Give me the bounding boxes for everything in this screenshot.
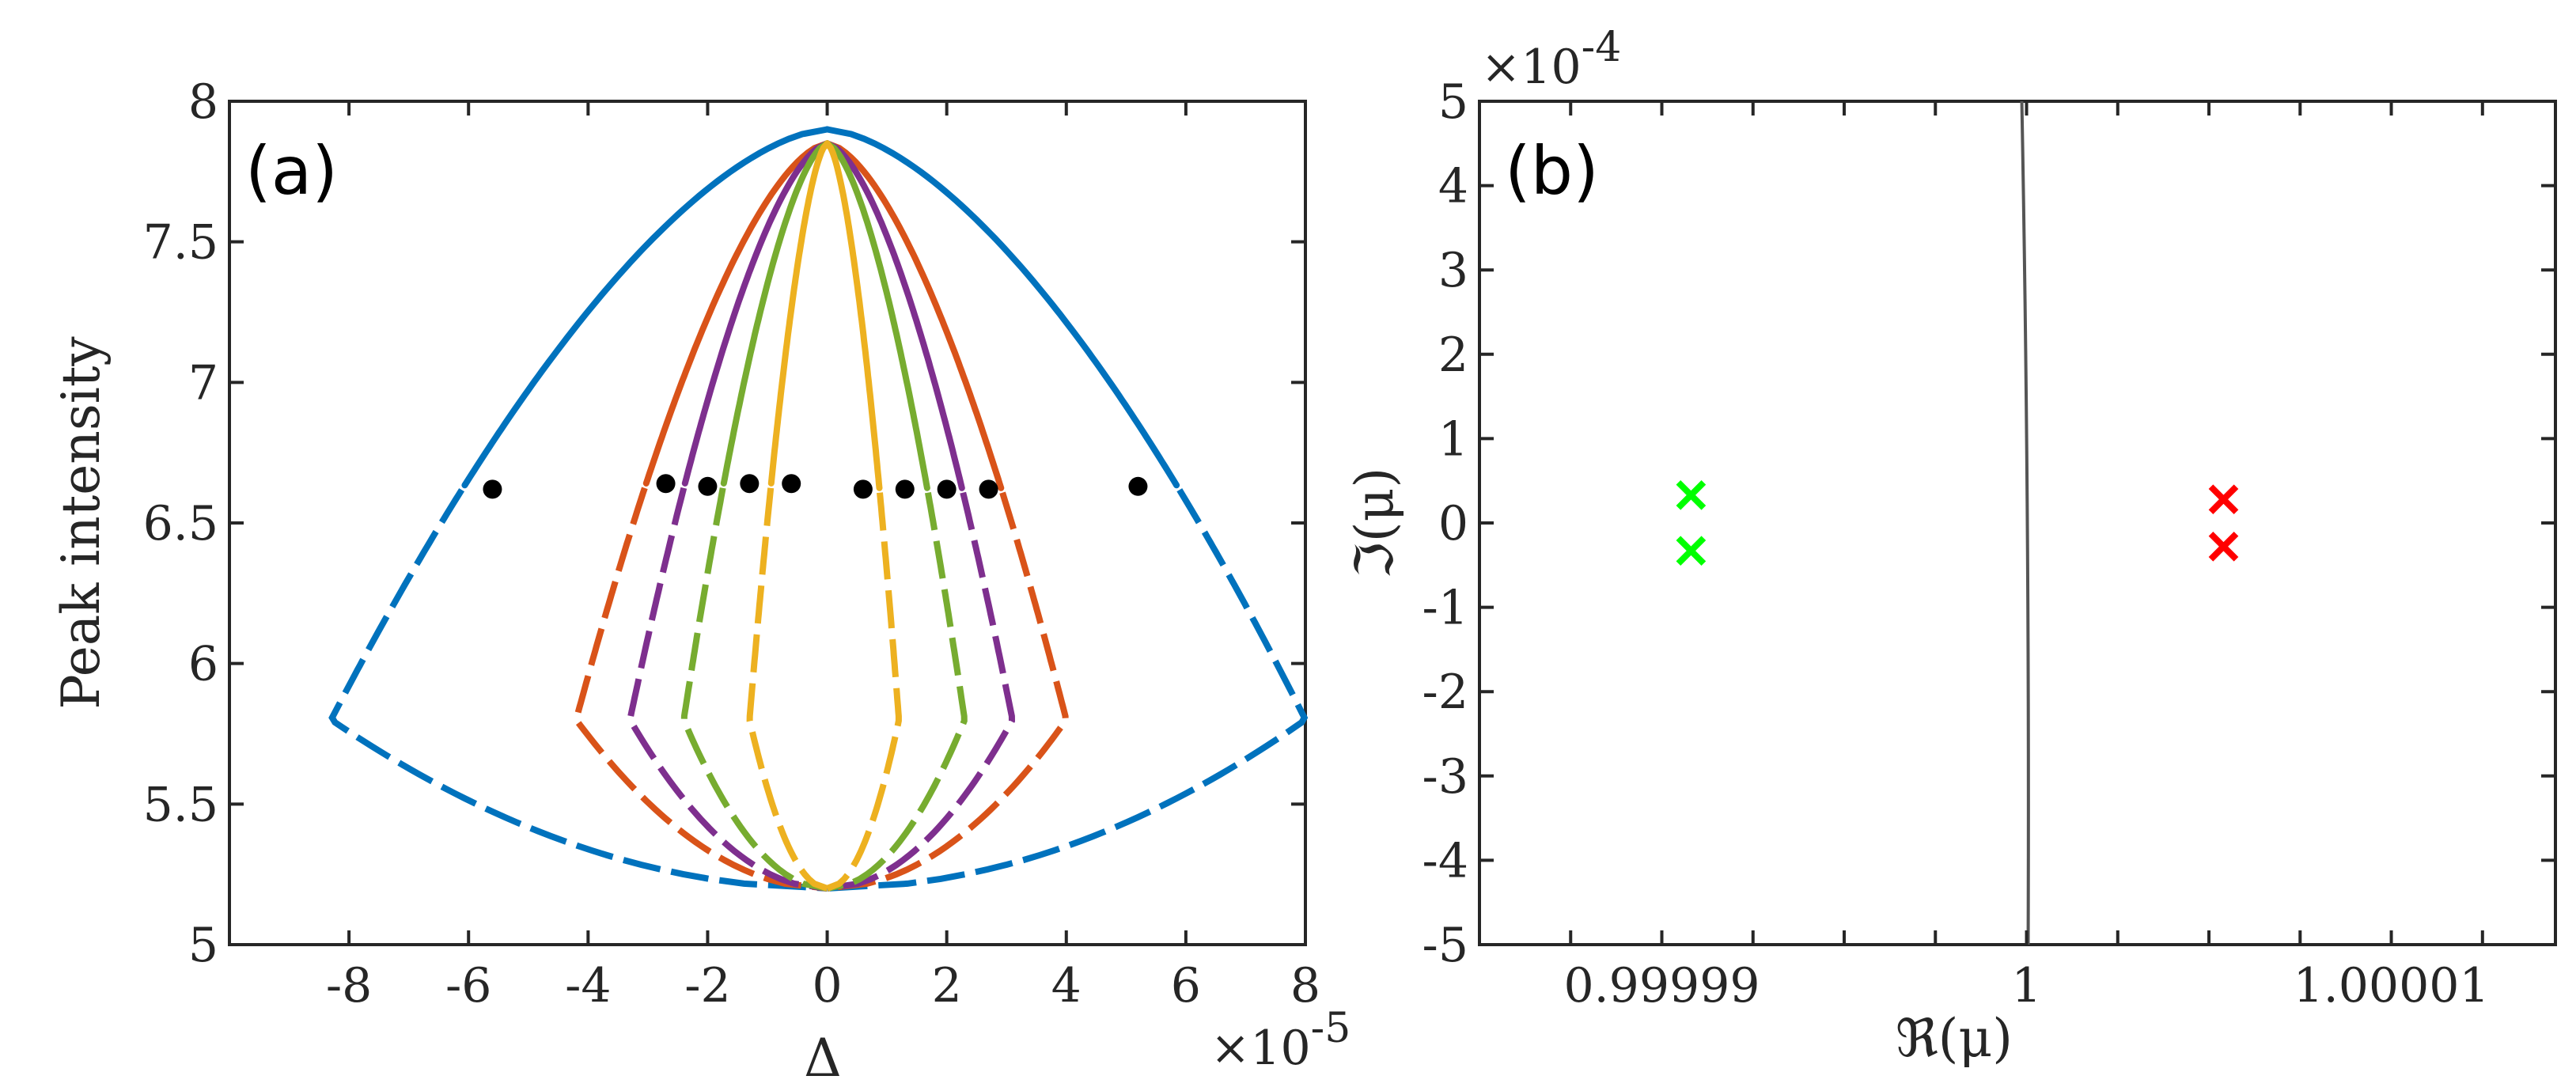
points-b xyxy=(1676,479,2239,566)
curve-dashed-branch xyxy=(574,487,828,892)
y-tick-label-b: 2 xyxy=(1438,328,1468,383)
bifurcation-point xyxy=(782,474,801,494)
curve-solid-branch xyxy=(720,140,831,487)
curve-solid-branch xyxy=(824,140,965,491)
curve-solid-branch xyxy=(824,140,1005,491)
panel-b: 0.99999 1 1.00001 -5 -4 -3 -2 -1 0 1 2 3 4 5 (b) ℜ(μ… xyxy=(1344,24,2557,1069)
y-tick-label-a: 5.5 xyxy=(143,777,218,832)
x-multiplier-base-a: ×10 xyxy=(1210,1021,1311,1076)
eigenvalue-marker xyxy=(2208,532,2239,562)
curve-dashed-branch xyxy=(827,491,1016,892)
unit-circle-b xyxy=(2020,100,2030,945)
y-tick-label-b: -2 xyxy=(1422,665,1468,720)
y-tick-label-b: -4 xyxy=(1422,833,1468,888)
x-tick-label-a: 4 xyxy=(1051,958,1082,1013)
x-tick-label-a: 6 xyxy=(1171,958,1201,1013)
bifurcation-point xyxy=(853,479,873,499)
curve-solid-branch xyxy=(824,140,930,491)
y-tick-label-a: 6 xyxy=(188,637,218,692)
y-multiplier-base-b: ×10 xyxy=(1481,40,1582,95)
x-tick-label-a: 8 xyxy=(1290,958,1320,1013)
y-tick-label-b: -3 xyxy=(1422,749,1468,805)
y-tick-label-b: -1 xyxy=(1422,581,1468,636)
x-ticks-a: -8 -6 -4 -2 0 2 4 6 8 xyxy=(326,101,1320,1013)
y-tick-label-b: 1 xyxy=(1438,411,1468,467)
panel-label-b: (b) xyxy=(1505,132,1599,210)
y-tick-label-b: 0 xyxy=(1438,496,1468,551)
y-tick-label-a: 7 xyxy=(188,355,218,411)
y-axis-label-b: ℑ(μ) xyxy=(1344,468,1405,578)
y-tick-label-b: -5 xyxy=(1422,918,1468,973)
y-tick-label-a: 6.5 xyxy=(143,496,218,551)
y-tick-label-b: 4 xyxy=(1438,159,1468,214)
y-multiplier-b: ×10-4 xyxy=(1481,24,1621,95)
curve-dashed-branch xyxy=(827,488,1309,892)
marker-stroke xyxy=(1676,536,1707,566)
curve-solid-branch xyxy=(767,140,831,487)
marker-stroke xyxy=(1676,479,1707,510)
x-tick-label-b: 0.99999 xyxy=(1563,958,1760,1013)
bifurcation-point xyxy=(483,479,502,499)
y-tick-label-a: 8 xyxy=(188,74,218,130)
curve-solid-branch xyxy=(824,126,1180,489)
x-tick-label-b: 1.00001 xyxy=(2293,958,2489,1013)
bifurcation-point xyxy=(1128,476,1148,496)
eigenvalue-marker xyxy=(2208,484,2239,514)
curve-solid-branch xyxy=(461,126,831,489)
curve-solid-branch xyxy=(642,140,831,487)
curve-solid-branch xyxy=(681,140,831,487)
bifurcation-point xyxy=(937,479,957,499)
x-axis-label-a: Δ xyxy=(804,1028,842,1089)
curve-dashed-branch xyxy=(627,487,828,892)
x-multiplier-a: ×10-5 xyxy=(1210,1005,1351,1076)
y-multiplier-exponent-b: -4 xyxy=(1582,24,1622,71)
y-tick-label-a: 7.5 xyxy=(143,215,218,271)
x-axis-label-b: ℜ(μ) xyxy=(1896,1008,2013,1069)
y-tick-label-a: 5 xyxy=(188,918,218,973)
x-tick-label-a: -8 xyxy=(326,958,372,1013)
unit-circle-line xyxy=(2020,100,2030,945)
curve-dashed-branch xyxy=(826,492,902,892)
x-multiplier-exponent-a: -5 xyxy=(1311,1005,1351,1052)
eigenvalue-marker xyxy=(1676,479,1707,510)
y-tick-label-b: 3 xyxy=(1438,243,1468,298)
x-tick-label-a: 2 xyxy=(932,958,962,1013)
y-ticks-b: -5 -4 -3 -2 -1 0 1 2 3 4 5 xyxy=(1422,74,2555,973)
y-tick-label-b: 5 xyxy=(1438,74,1468,130)
panel-label-a: (a) xyxy=(245,132,338,210)
bifurcation-point xyxy=(895,479,915,499)
curves-a xyxy=(328,126,1309,892)
plot-area-b xyxy=(1478,100,2557,946)
curve-solid-branch xyxy=(824,140,883,491)
curve-dashed-branch xyxy=(826,491,968,892)
curve-dashed-branch xyxy=(328,488,828,892)
y-axis-label-a: Peak intensity xyxy=(51,336,112,710)
eigenvalue-marker xyxy=(1676,536,1707,566)
marker-stroke xyxy=(2208,484,2239,514)
curve-dashed-branch xyxy=(827,491,1069,892)
marker-stroke xyxy=(2208,532,2239,562)
bifurcation-point xyxy=(979,479,998,499)
x-tick-label-b: 1 xyxy=(2011,958,2041,1013)
x-ticks-b: 0.99999 1 1.00001 xyxy=(1563,101,2490,1013)
points-a xyxy=(483,474,1148,499)
bifurcation-point xyxy=(656,474,676,494)
bifurcation-point xyxy=(740,474,760,494)
curve-dashed-branch xyxy=(680,487,828,892)
y-ticks-a: 5 5.5 6 6.5 7 7.5 8 xyxy=(143,74,1305,973)
curve-dashed-branch xyxy=(746,487,828,892)
bifurcation-point xyxy=(698,476,718,496)
x-tick-label-a: -6 xyxy=(445,958,491,1013)
x-tick-label-a: -4 xyxy=(565,958,611,1013)
x-tick-label-a: -2 xyxy=(684,958,730,1013)
panel-a: -8 -6 -4 -2 0 2 4 6 8 5 5.5 6 6.5 7 7.5 8 (a) Δ Peak i… xyxy=(51,74,1351,1089)
x-tick-label-a: 0 xyxy=(812,958,842,1013)
